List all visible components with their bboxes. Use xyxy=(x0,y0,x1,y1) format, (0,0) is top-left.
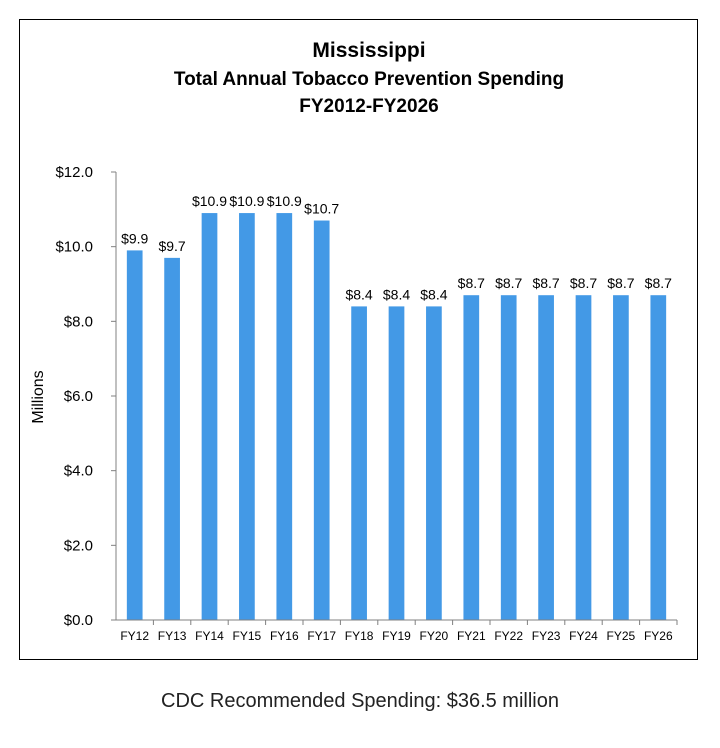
data-label-fy15: $10.9 xyxy=(229,193,264,209)
data-label-fy23: $8.7 xyxy=(532,275,559,291)
x-tick-label-fy12: FY12 xyxy=(120,629,149,643)
x-tick-label-fy15: FY15 xyxy=(233,629,262,643)
data-label-fy24: $8.7 xyxy=(570,275,597,291)
data-labels: $9.9 $9.7$10.9 $10.9 $10.9 $10.7$8.4 $8.4 $8.4… xyxy=(121,193,672,302)
bar-fy15 xyxy=(239,213,255,621)
bar-fy18 xyxy=(351,306,367,620)
bar-fy26 xyxy=(650,295,667,620)
data-label-fy14: $10.9 xyxy=(192,193,227,209)
x-tick-label-fy13: FY13 xyxy=(158,629,187,643)
y-tick-label: $12.0 xyxy=(55,164,93,181)
x-tick-label-fy17: FY17 xyxy=(307,629,336,643)
y-axis: $0.0 $2.0 $4.0 $6.0 $8.0 $10.0 $12.0 xyxy=(55,164,117,629)
bar-fy13 xyxy=(164,257,180,620)
data-label-fy21: $8.7 xyxy=(458,275,485,291)
bar-fy12 xyxy=(126,250,143,620)
bar-fy20 xyxy=(426,306,442,620)
bar-fy17 xyxy=(313,220,330,621)
y-tick-label: $8.0 xyxy=(64,313,93,330)
x-tick-label-fy22: FY22 xyxy=(494,629,523,643)
y-tick-label: $10.0 xyxy=(55,239,93,256)
x-tick-label-fy18: FY18 xyxy=(345,629,374,643)
x-tick-label-fy26: FY26 xyxy=(644,629,673,643)
chart-subtitle-line-2: FY2012-FY2026 xyxy=(299,96,438,117)
data-label-fy13: $9.7 xyxy=(158,238,185,254)
bar-fy23 xyxy=(538,295,554,620)
x-tick-label-fy20: FY20 xyxy=(420,629,449,643)
y-axis-title: Millions xyxy=(30,370,47,423)
data-label-fy18: $8.4 xyxy=(345,286,372,302)
y-tick-label: $0.0 xyxy=(64,612,93,629)
y-tick-label: $4.0 xyxy=(64,463,93,480)
x-tick-label-fy14: FY14 xyxy=(195,629,224,643)
x-tick-label-fy23: FY23 xyxy=(532,629,561,643)
x-tick-label-fy21: FY21 xyxy=(457,629,486,643)
data-label-fy26: $8.7 xyxy=(645,275,672,291)
bar-chart: Mississippi Total Annual Tobacco Prevent… xyxy=(30,39,678,643)
bars xyxy=(126,213,667,621)
data-label-fy17: $10.7 xyxy=(304,201,339,217)
chart-subtitle-line-1: Total Annual Tobacco Prevention Spending xyxy=(174,69,564,90)
bar-fy25 xyxy=(613,295,629,620)
x-axis: FY12 FY13 FY14 FY15 FY16 FY17 FY18 FY19 FY20 FY21… xyxy=(116,619,678,643)
x-tick-label-fy19: FY19 xyxy=(382,629,411,643)
x-tick-label-fy25: FY25 xyxy=(607,629,636,643)
data-label-fy20: $8.4 xyxy=(420,286,447,302)
chart-frame: Mississippi Total Annual Tobacco Prevent… xyxy=(19,19,698,660)
bar-fy16 xyxy=(276,213,293,621)
chart-title: Mississippi xyxy=(312,39,425,62)
bar-fy14 xyxy=(201,213,218,621)
data-label-fy12: $9.9 xyxy=(121,230,148,246)
data-label-fy25: $8.7 xyxy=(607,275,634,291)
data-label-fy22: $8.7 xyxy=(495,275,522,291)
bar-fy21 xyxy=(463,295,480,620)
x-tick-label-fy16: FY16 xyxy=(270,629,299,643)
bar-fy19 xyxy=(388,306,405,620)
bar-fy24 xyxy=(575,295,592,620)
y-tick-label: $2.0 xyxy=(64,537,93,554)
data-label-fy19: $8.4 xyxy=(383,286,410,302)
data-label-fy16: $10.9 xyxy=(267,193,302,209)
bar-fy22 xyxy=(500,295,517,620)
y-tick-label: $6.0 xyxy=(64,388,93,405)
x-tick-label-fy24: FY24 xyxy=(569,629,598,643)
footnote: CDC Recommended Spending: $36.5 million xyxy=(161,690,559,712)
